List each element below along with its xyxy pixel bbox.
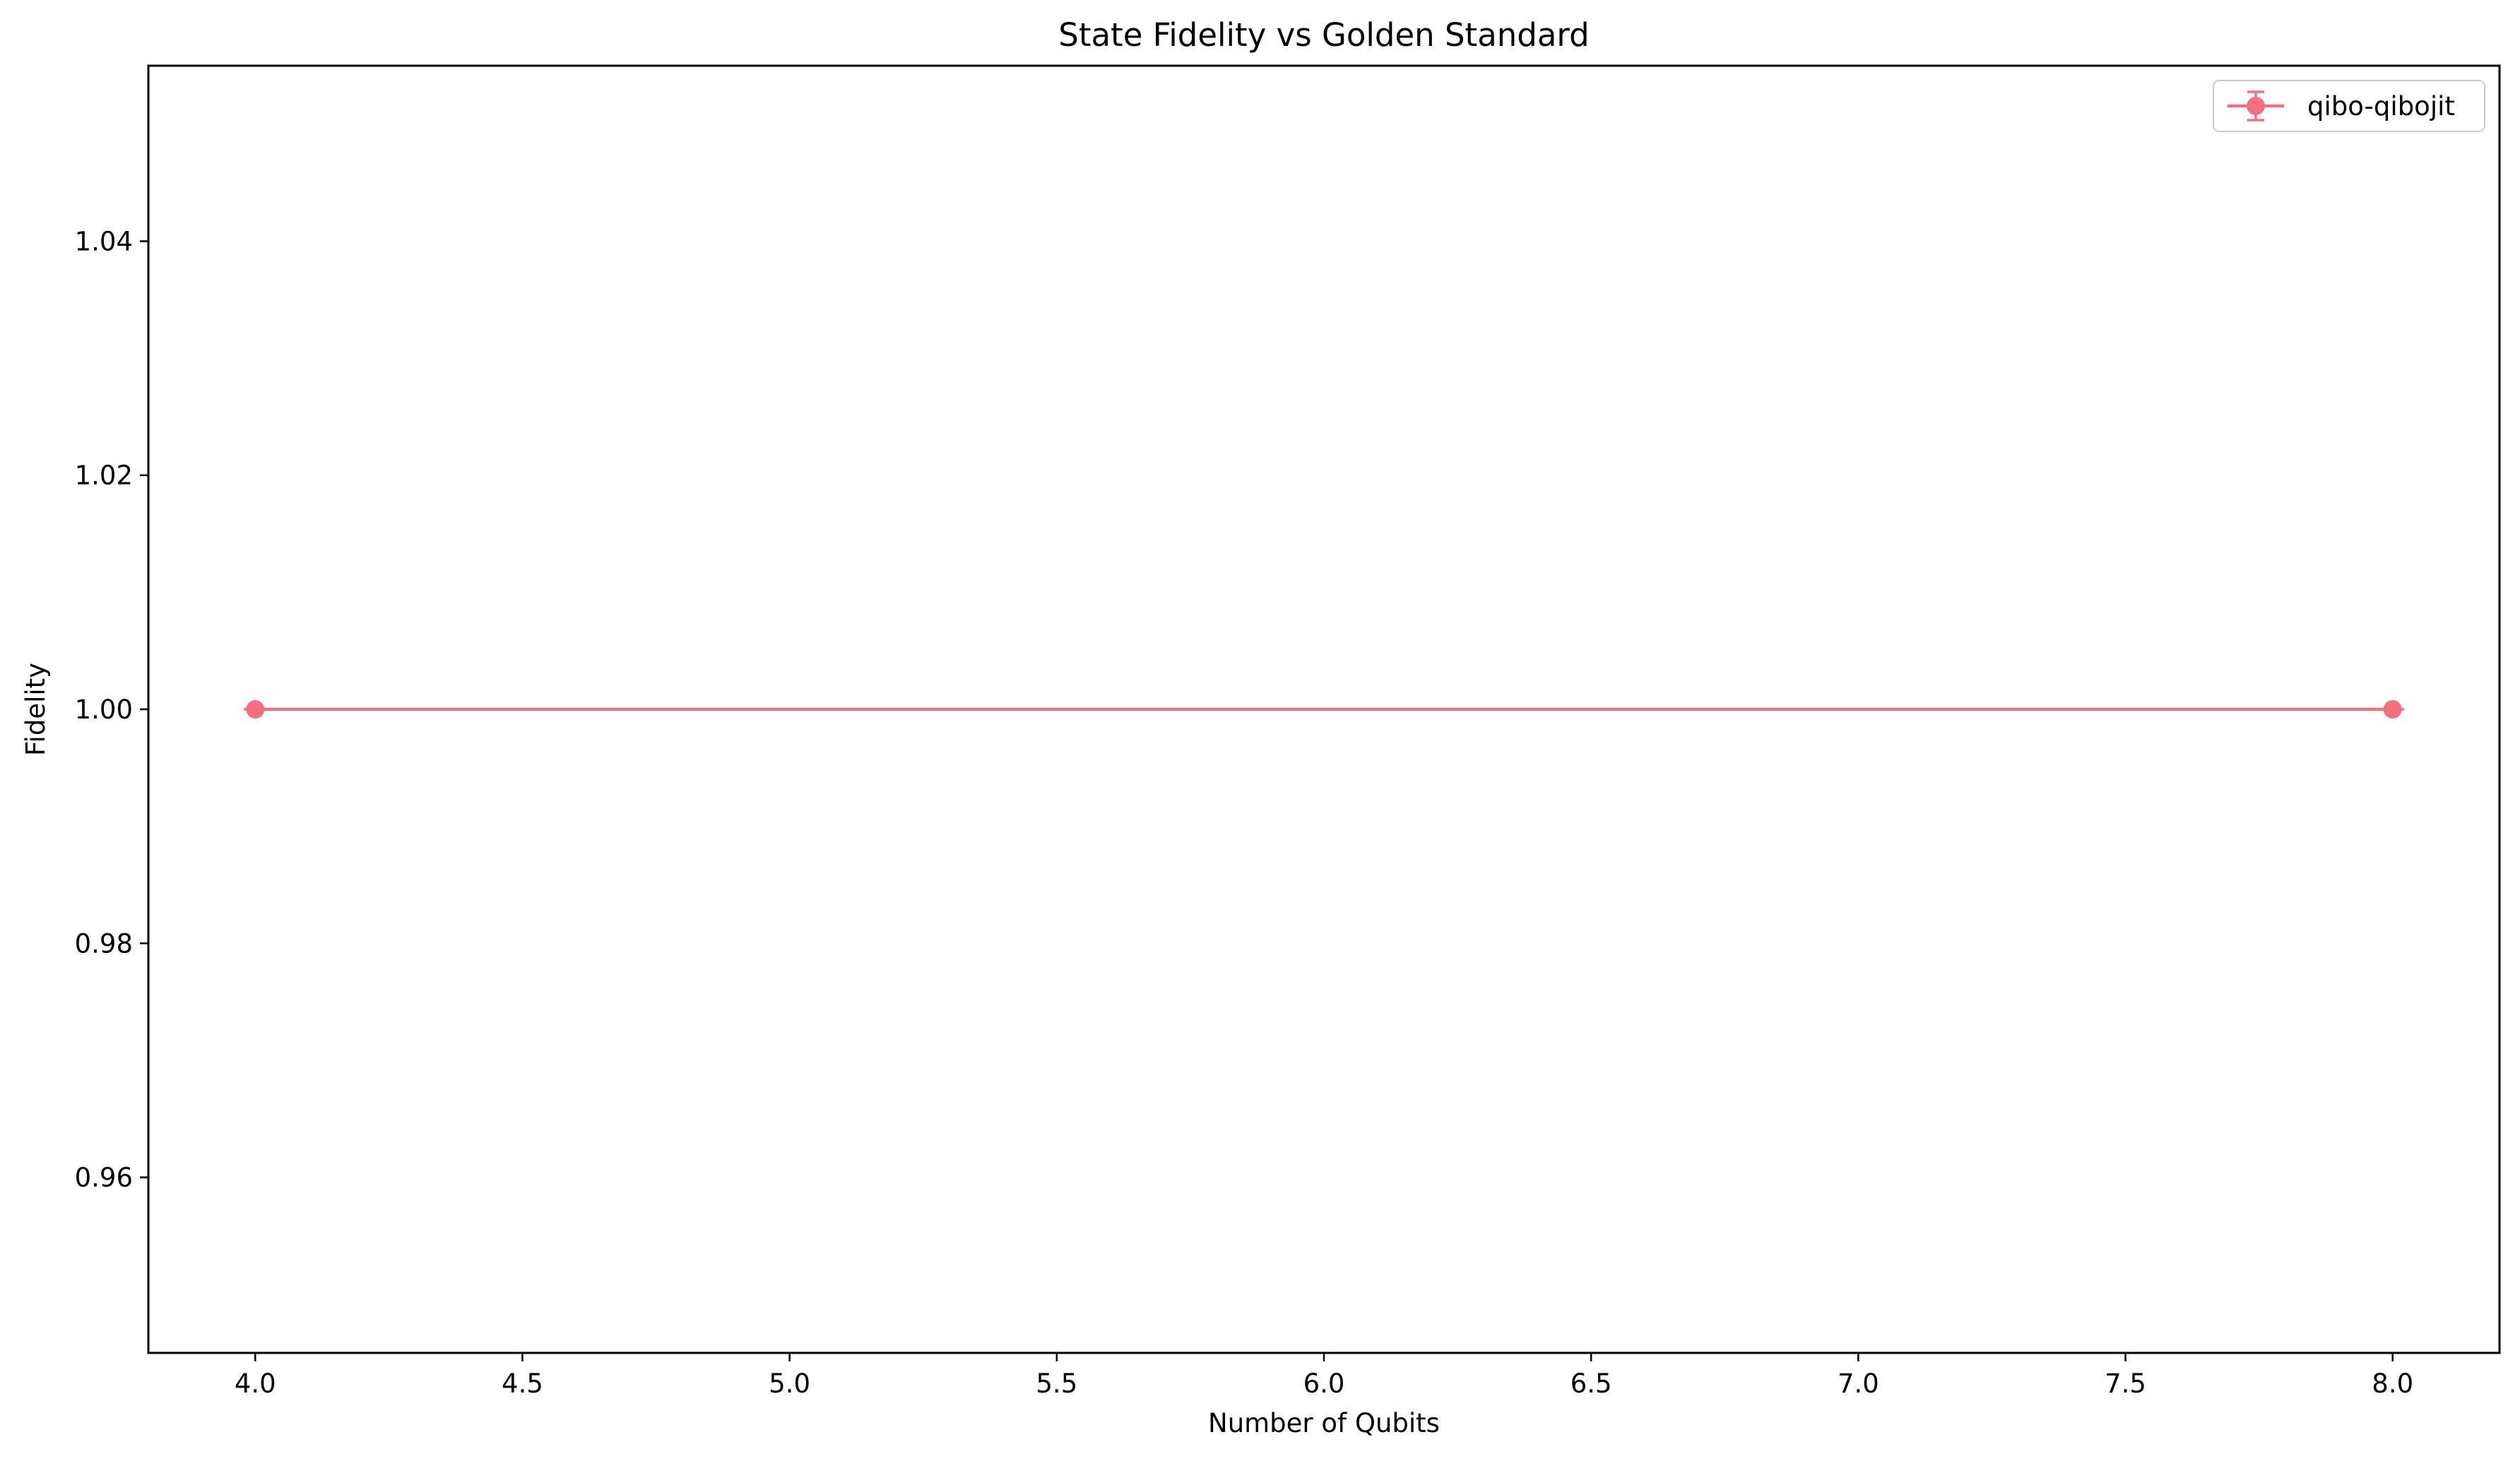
x-tick-label: 7.0 xyxy=(1838,1368,1879,1399)
y-axis-label: Fidelity xyxy=(20,663,51,756)
x-tick-label: 7.5 xyxy=(2105,1368,2146,1399)
x-tick-label: 5.0 xyxy=(769,1368,810,1399)
y-tick-label: 0.96 xyxy=(75,1163,133,1193)
chart-title: State Fidelity vs Golden Standard xyxy=(1058,16,1589,54)
x-tick-label: 6.5 xyxy=(1570,1368,1612,1399)
y-tick-label: 1.04 xyxy=(75,226,133,256)
series-layer xyxy=(244,700,2404,718)
y-tick-label: 0.98 xyxy=(75,928,133,959)
data-point xyxy=(2383,700,2402,718)
x-tick-label: 8.0 xyxy=(2372,1368,2413,1399)
legend: qibo-qibojit xyxy=(2213,80,2485,132)
data-point xyxy=(246,700,265,718)
x-tick-label: 5.5 xyxy=(1036,1368,1077,1399)
legend-marker xyxy=(2247,97,2265,115)
x-tick-label: 4.0 xyxy=(235,1368,276,1399)
x-axis-label: Number of Qubits xyxy=(1208,1408,1440,1438)
y-axis-ticks: 0.96 0.98 1.00 1.02 1.04 xyxy=(75,226,148,1193)
x-axis-ticks: 4.0 4.5 5.0 5.5 6.0 6.5 7.0 7.5 8.0 xyxy=(235,1353,2413,1399)
x-tick-label: 4.5 xyxy=(502,1368,543,1399)
legend-label: qibo-qibojit xyxy=(2307,91,2455,122)
legend-box xyxy=(2213,80,2485,132)
y-tick-label: 1.00 xyxy=(75,694,133,725)
x-tick-label: 6.0 xyxy=(1303,1368,1345,1399)
legend-entries: qibo-qibojit xyxy=(2228,90,2455,122)
y-tick-label: 1.02 xyxy=(75,461,133,491)
